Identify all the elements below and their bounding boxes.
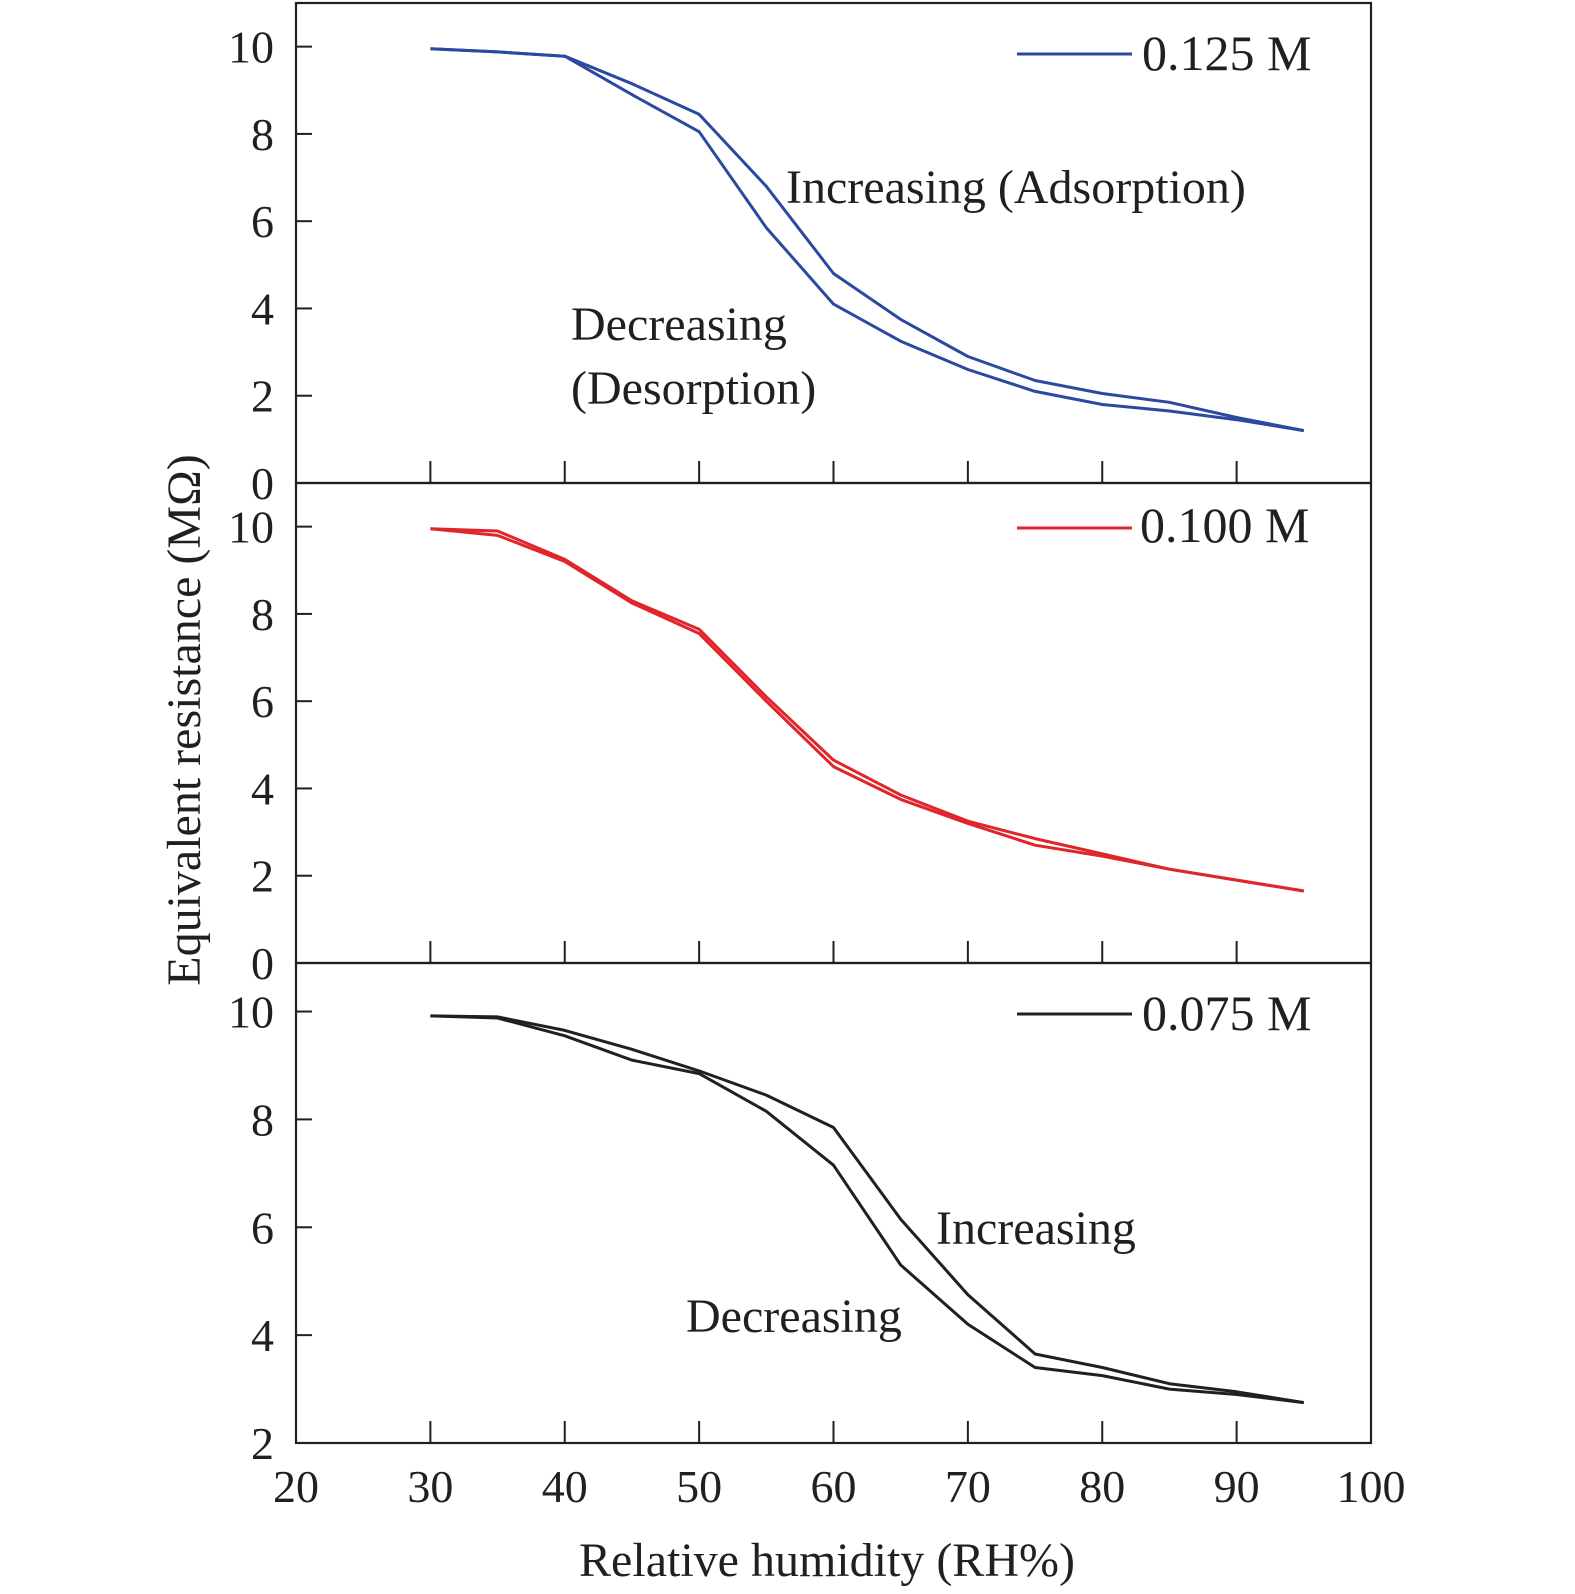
x-tick-label: 50 xyxy=(676,1461,722,1512)
y-tick-label: 4 xyxy=(251,283,274,334)
series-line-1 xyxy=(430,1014,1305,1405)
panel-3: 2 4 6 8 10 0.075 M Increasing Decreasing xyxy=(228,961,1373,1469)
y-tick-label: 8 xyxy=(251,1094,274,1145)
y-tick-label: 0 xyxy=(251,458,274,509)
series-line-1 xyxy=(430,47,1305,433)
legend-label: 0.075 M xyxy=(1142,985,1311,1041)
x-tick-label: 90 xyxy=(1214,1461,1260,1512)
x-tick-label: 30 xyxy=(407,1461,453,1512)
y-tick-label: 2 xyxy=(251,851,274,902)
y-tick-label: 4 xyxy=(251,1310,274,1361)
x-tick-label: 20 xyxy=(273,1461,319,1512)
panel-frame xyxy=(294,481,1373,965)
y-tick-label: 8 xyxy=(251,109,274,160)
y-tick-label: 8 xyxy=(251,589,274,640)
x-tick-label: 60 xyxy=(811,1461,857,1512)
annotation-label: Increasing (Adsorption) xyxy=(786,161,1246,214)
y-tick-label: 6 xyxy=(251,676,274,727)
x-axis-ticks: 20 30 40 50 60 70 80 90 100 xyxy=(273,1461,1406,1512)
series-line-2 xyxy=(430,47,1305,433)
panel-1: 0 2 4 6 8 10 0.125 M Increasing (Adsorption) Dec… xyxy=(228,1,1373,509)
y-tick-label: 6 xyxy=(251,196,274,247)
x-tick-label: 70 xyxy=(945,1461,991,1512)
y-tick-label: 10 xyxy=(228,22,274,73)
x-axis-title: Relative humidity (RH%) xyxy=(579,1534,1075,1587)
legend-label: 0.100 M xyxy=(1140,497,1309,553)
x-tick-label: 40 xyxy=(542,1461,588,1512)
y-tick-label: 2 xyxy=(251,1418,274,1469)
annotation-label: (Desorption) xyxy=(571,362,816,415)
series-line-1 xyxy=(430,527,1305,893)
series-line-2 xyxy=(430,527,1305,893)
y-tick-label: 10 xyxy=(228,502,274,553)
y-tick-label: 10 xyxy=(228,987,274,1038)
y-tick-label: 2 xyxy=(251,371,274,422)
panels-group: 0 2 4 6 8 10 0.125 M Increasing (Adsorption) Dec… xyxy=(228,1,1373,1469)
y-tick-label: 0 xyxy=(251,938,274,989)
y-axis-title: Equivalent resistance (MΩ) xyxy=(158,454,211,986)
y-tick-label: 6 xyxy=(251,1202,274,1253)
legend-label: 0.125 M xyxy=(1142,25,1311,81)
annotation-label: Increasing xyxy=(936,1202,1136,1255)
annotation-label: Decreasing xyxy=(571,298,787,351)
panel-2: 0 2 4 6 8 10 0.100 M xyxy=(228,481,1373,989)
y-tick-label: 4 xyxy=(251,763,274,814)
series-line-2 xyxy=(430,1014,1304,1405)
annotation-label: Decreasing xyxy=(686,1290,902,1343)
x-tick-label: 100 xyxy=(1337,1461,1406,1512)
x-tick-label: 80 xyxy=(1079,1461,1125,1512)
